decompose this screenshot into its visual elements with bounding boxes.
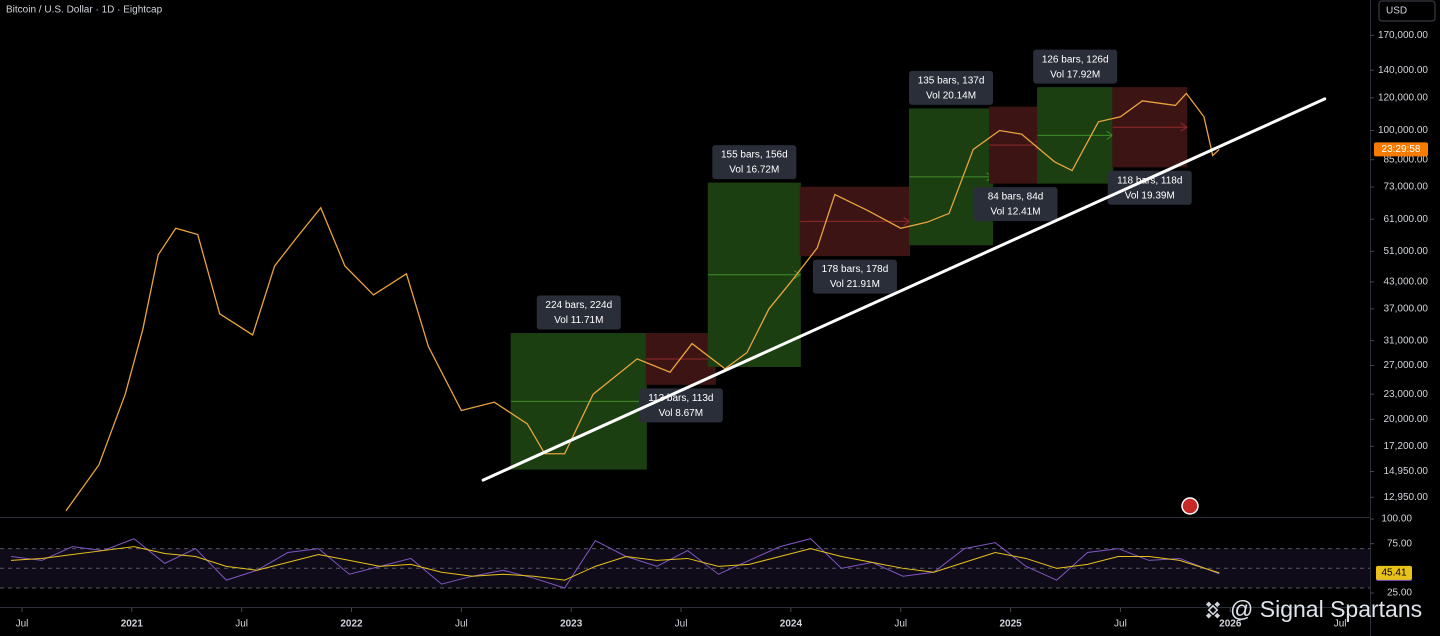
x-tick-label: Jul bbox=[1334, 619, 1347, 630]
y-tick-label: 170,000.00 bbox=[1378, 30, 1428, 41]
x-tick-label: Jul bbox=[16, 619, 29, 630]
measure-arrow-head bbox=[794, 270, 802, 280]
y-tick-label: 43,000.00 bbox=[1384, 277, 1429, 288]
measure-label: Vol 20.14M bbox=[926, 91, 976, 102]
measure-label: 224 bars, 224d bbox=[545, 300, 612, 311]
countdown-label: 23:29:58 bbox=[1382, 144, 1421, 155]
y-tick-label: 14,950.00 bbox=[1384, 466, 1429, 477]
y-tick-label: 27,000.00 bbox=[1384, 360, 1429, 371]
measure-label: 126 bars, 126d bbox=[1042, 54, 1109, 65]
rsi-y-tick-label: 25.00 bbox=[1387, 588, 1412, 599]
rsi-last-label: 45.41 bbox=[1381, 567, 1406, 578]
measure-label: 155 bars, 156d bbox=[721, 150, 788, 161]
x-tick-label: 2021 bbox=[121, 619, 144, 630]
currency-label[interactable]: USD bbox=[1386, 6, 1407, 17]
y-tick-label: 20,000.00 bbox=[1384, 414, 1429, 425]
x-tick-label: 2022 bbox=[340, 619, 363, 630]
rsi-last-badge bbox=[1376, 565, 1412, 580]
rsi-y-tick-label: 100.00 bbox=[1381, 514, 1412, 525]
y-tick-label: 73,000.00 bbox=[1384, 182, 1429, 193]
measure-label-box bbox=[712, 145, 797, 180]
y-tick-label: 51,000.00 bbox=[1384, 246, 1429, 257]
measure-label-box bbox=[812, 259, 897, 294]
measure-label: Vol 21.91M bbox=[830, 279, 880, 290]
y-tick-label: 17,200.00 bbox=[1384, 441, 1429, 452]
y-tick-label: 23,000.00 bbox=[1384, 389, 1429, 400]
measure-label: Vol 19.39M bbox=[1125, 190, 1175, 201]
measure-label: Vol 12.41M bbox=[991, 207, 1041, 218]
y-tick-label: 31,000.00 bbox=[1384, 335, 1429, 346]
rsi-y-tick-label: 75.00 bbox=[1387, 538, 1412, 549]
y-tick-label: 100,000.00 bbox=[1378, 125, 1428, 136]
measure-label-box bbox=[973, 187, 1058, 222]
y-tick-label: 140,000.00 bbox=[1378, 65, 1428, 76]
price-line bbox=[65, 92, 1220, 512]
rsi-band bbox=[0, 548, 1370, 589]
countdown-badge bbox=[1374, 142, 1428, 157]
y-tick-label: 12,950.00 bbox=[1384, 492, 1429, 503]
x-tick-label: 2025 bbox=[999, 619, 1022, 630]
x-tick-label: 2024 bbox=[780, 619, 803, 630]
measure-label-box bbox=[1033, 49, 1118, 84]
measure-arrow-head bbox=[1180, 122, 1188, 132]
y-tick-label: 85,000.00 bbox=[1384, 154, 1429, 165]
measure-label-box bbox=[536, 295, 621, 330]
measure-label: 178 bars, 178d bbox=[822, 264, 889, 275]
measure-label: Vol 11.71M bbox=[554, 315, 603, 326]
watermark-text: @ Signal Spartans bbox=[1230, 596, 1422, 622]
rsi-line bbox=[10, 546, 1220, 581]
measure-label: 84 bars, 84d bbox=[988, 192, 1044, 203]
measure-label: 118 bars, 118d bbox=[1117, 175, 1182, 186]
x-tick-label: Jul bbox=[455, 619, 468, 630]
x-tick-label: Jul bbox=[894, 619, 907, 630]
measure-label: Vol 16.72M bbox=[729, 165, 779, 176]
x-tick-label: Jul bbox=[675, 619, 688, 630]
y-tick-label: 120,000.00 bbox=[1378, 92, 1428, 103]
y-tick-label: 61,000.00 bbox=[1384, 214, 1429, 225]
x-tick-label: 2023 bbox=[560, 619, 583, 630]
trendline bbox=[481, 97, 1327, 482]
currency-button[interactable] bbox=[1378, 0, 1436, 22]
rsi-line bbox=[10, 538, 1220, 589]
measure-label-box bbox=[909, 70, 994, 105]
x-tick-label: Jul bbox=[235, 619, 248, 630]
measure-label: Vol 17.92M bbox=[1050, 69, 1100, 80]
chart-title: Bitcoin / U.S. Dollar · 1D · Eightcap bbox=[6, 5, 163, 16]
measure-label-box bbox=[1107, 170, 1192, 205]
y-tick-label: 37,000.00 bbox=[1384, 304, 1429, 315]
measure-label: Vol 8.67M bbox=[659, 408, 703, 419]
measure-label: 113 bars, 113d bbox=[648, 393, 713, 404]
x-tick-label: 2026 bbox=[1219, 619, 1242, 630]
measure-label: 135 bars, 137d bbox=[918, 76, 985, 87]
x-tick-label: Jul bbox=[1114, 619, 1127, 630]
event-icon[interactable] bbox=[1181, 497, 1199, 515]
measure-label-box bbox=[638, 388, 723, 423]
watermark: @ Signal Spartans bbox=[1205, 596, 1422, 622]
